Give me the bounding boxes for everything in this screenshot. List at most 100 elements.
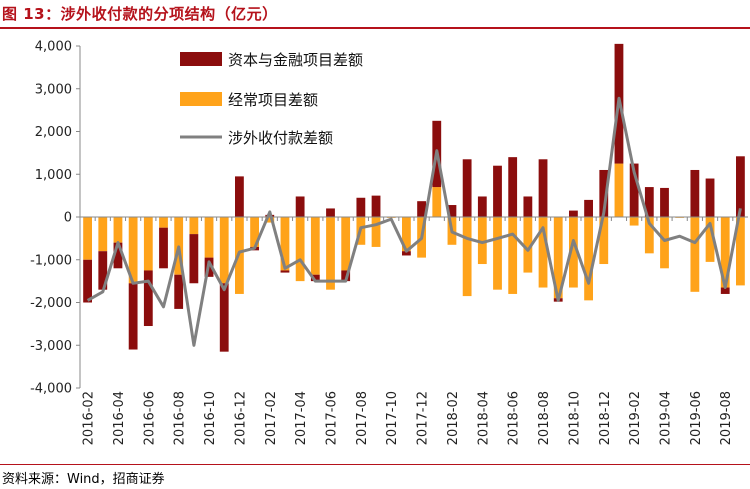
y-tick-label: 3,000 bbox=[35, 82, 72, 97]
current-account-bar bbox=[569, 217, 578, 288]
capital-account-bar bbox=[736, 156, 745, 217]
capital-account-bar bbox=[447, 205, 457, 217]
current-account-bar bbox=[83, 217, 92, 260]
y-tick-label: 4,000 bbox=[35, 40, 72, 55]
current-account-bar bbox=[736, 217, 745, 286]
title-divider bbox=[0, 27, 750, 29]
y-tick-label: -3,000 bbox=[30, 339, 72, 354]
current-account-bar bbox=[143, 217, 153, 271]
current-account-bar bbox=[705, 217, 715, 262]
legend-swatch bbox=[180, 52, 222, 66]
capital-account-bar bbox=[235, 176, 244, 217]
x-tick-label: 2018-02 bbox=[446, 391, 461, 445]
legend-label: 经常项目差额 bbox=[228, 91, 318, 109]
current-account-bar bbox=[204, 217, 214, 258]
current-account-bar bbox=[493, 217, 502, 290]
capital-account-bar bbox=[462, 159, 472, 217]
capital-account-bar bbox=[113, 242, 123, 269]
current-account-bar bbox=[402, 217, 411, 252]
capital-account-bar bbox=[295, 196, 305, 217]
capital-account-bar bbox=[477, 196, 487, 217]
x-tick-label: 2017-12 bbox=[416, 391, 431, 445]
legend-item: 资本与金融项目差额 bbox=[180, 51, 363, 69]
capital-account-bar bbox=[629, 163, 639, 217]
current-account-bar bbox=[98, 217, 108, 252]
current-account-bar bbox=[250, 217, 259, 247]
x-tick-label: 2018-08 bbox=[537, 391, 552, 445]
x-tick-label: 2019-04 bbox=[659, 391, 674, 445]
current-account-bar bbox=[128, 217, 138, 284]
current-account-bar bbox=[523, 217, 533, 273]
x-tick-label: 2018-12 bbox=[598, 391, 613, 445]
capital-account-bar bbox=[356, 197, 366, 217]
capital-account-bar bbox=[599, 169, 609, 217]
current-account-bar bbox=[265, 217, 275, 223]
current-account-bar bbox=[219, 217, 229, 284]
bar-layer bbox=[83, 43, 745, 352]
capital-account-bar bbox=[644, 187, 654, 217]
legend-label: 涉外收付款差额 bbox=[228, 129, 333, 147]
x-tick-label: 2019-06 bbox=[689, 391, 704, 445]
current-account-bar bbox=[508, 217, 518, 294]
current-account-bar bbox=[599, 217, 609, 265]
line-layer bbox=[86, 96, 742, 347]
capital-account-bar bbox=[523, 196, 533, 217]
x-tick-label: 2016-12 bbox=[233, 391, 248, 445]
current-account-bar bbox=[371, 217, 381, 247]
capital-account-bar bbox=[219, 283, 229, 352]
current-account-bar bbox=[644, 217, 654, 254]
capital-account-bar bbox=[98, 251, 108, 290]
y-tick-label: -4,000 bbox=[30, 382, 72, 397]
x-tick-label: 2016-08 bbox=[173, 391, 188, 445]
current-account-bar bbox=[432, 187, 442, 217]
current-account-bar bbox=[690, 217, 700, 292]
current-account-bar bbox=[113, 217, 123, 243]
capital-account-bar bbox=[720, 287, 730, 294]
legend-item: 经常项目差额 bbox=[180, 91, 318, 109]
current-account-bar bbox=[553, 217, 563, 299]
y-tick-label: 2,000 bbox=[35, 125, 72, 140]
capital-account-bar bbox=[189, 234, 199, 284]
x-tick-label: 2018-10 bbox=[567, 391, 582, 445]
capital-account-bar bbox=[310, 274, 320, 282]
legend-swatch bbox=[180, 92, 222, 106]
current-account-bar bbox=[538, 217, 548, 288]
current-account-bar bbox=[614, 163, 624, 217]
chart-canvas: 4,000 3,000 2,000 1,000 0 -1,000 -2,000 -3,000 -… bbox=[30, 40, 748, 445]
current-account-bar bbox=[189, 217, 199, 235]
x-tick-label: 2019-02 bbox=[628, 391, 643, 445]
current-account-bar bbox=[462, 217, 472, 297]
capital-account-bar bbox=[371, 195, 381, 217]
capital-account-bar bbox=[128, 283, 138, 350]
x-tick-label: 2017-04 bbox=[294, 391, 309, 445]
current-account-bar bbox=[341, 217, 351, 271]
capital-account-bar bbox=[83, 259, 92, 303]
footer-divider bbox=[0, 464, 750, 465]
axes-layer: 4,000 3,000 2,000 1,000 0 -1,000 -2,000 -3,000 -… bbox=[30, 40, 748, 445]
current-account-bar bbox=[629, 217, 639, 226]
capital-account-bar bbox=[417, 201, 426, 217]
legend-item: 涉外收付款差额 bbox=[180, 129, 333, 147]
current-account-bar bbox=[280, 217, 290, 271]
y-tick-label: -1,000 bbox=[30, 253, 72, 268]
capital-account-bar bbox=[538, 159, 548, 217]
x-tick-label: 2016-06 bbox=[142, 391, 157, 445]
current-account-bar bbox=[477, 217, 487, 265]
current-account-bar bbox=[720, 217, 730, 288]
capital-account-bar bbox=[690, 169, 700, 217]
capital-account-bar bbox=[508, 157, 518, 217]
x-tick-label: 2017-06 bbox=[325, 391, 340, 445]
legend-label: 资本与金融项目差额 bbox=[228, 51, 363, 69]
capital-account-bar bbox=[402, 251, 411, 256]
y-tick-label: 1,000 bbox=[35, 168, 72, 183]
capital-account-bar bbox=[493, 165, 502, 217]
current-account-bar bbox=[310, 217, 320, 275]
x-tick-label: 2017-10 bbox=[385, 391, 400, 445]
capital-account-bar bbox=[159, 227, 168, 269]
current-account-bar bbox=[326, 217, 335, 290]
capital-account-bar bbox=[280, 270, 290, 273]
x-tick-label: 2019-08 bbox=[719, 391, 734, 445]
capital-account-bar bbox=[326, 208, 335, 217]
source-note: 资料来源：Wind，招商证券 bbox=[2, 472, 165, 487]
